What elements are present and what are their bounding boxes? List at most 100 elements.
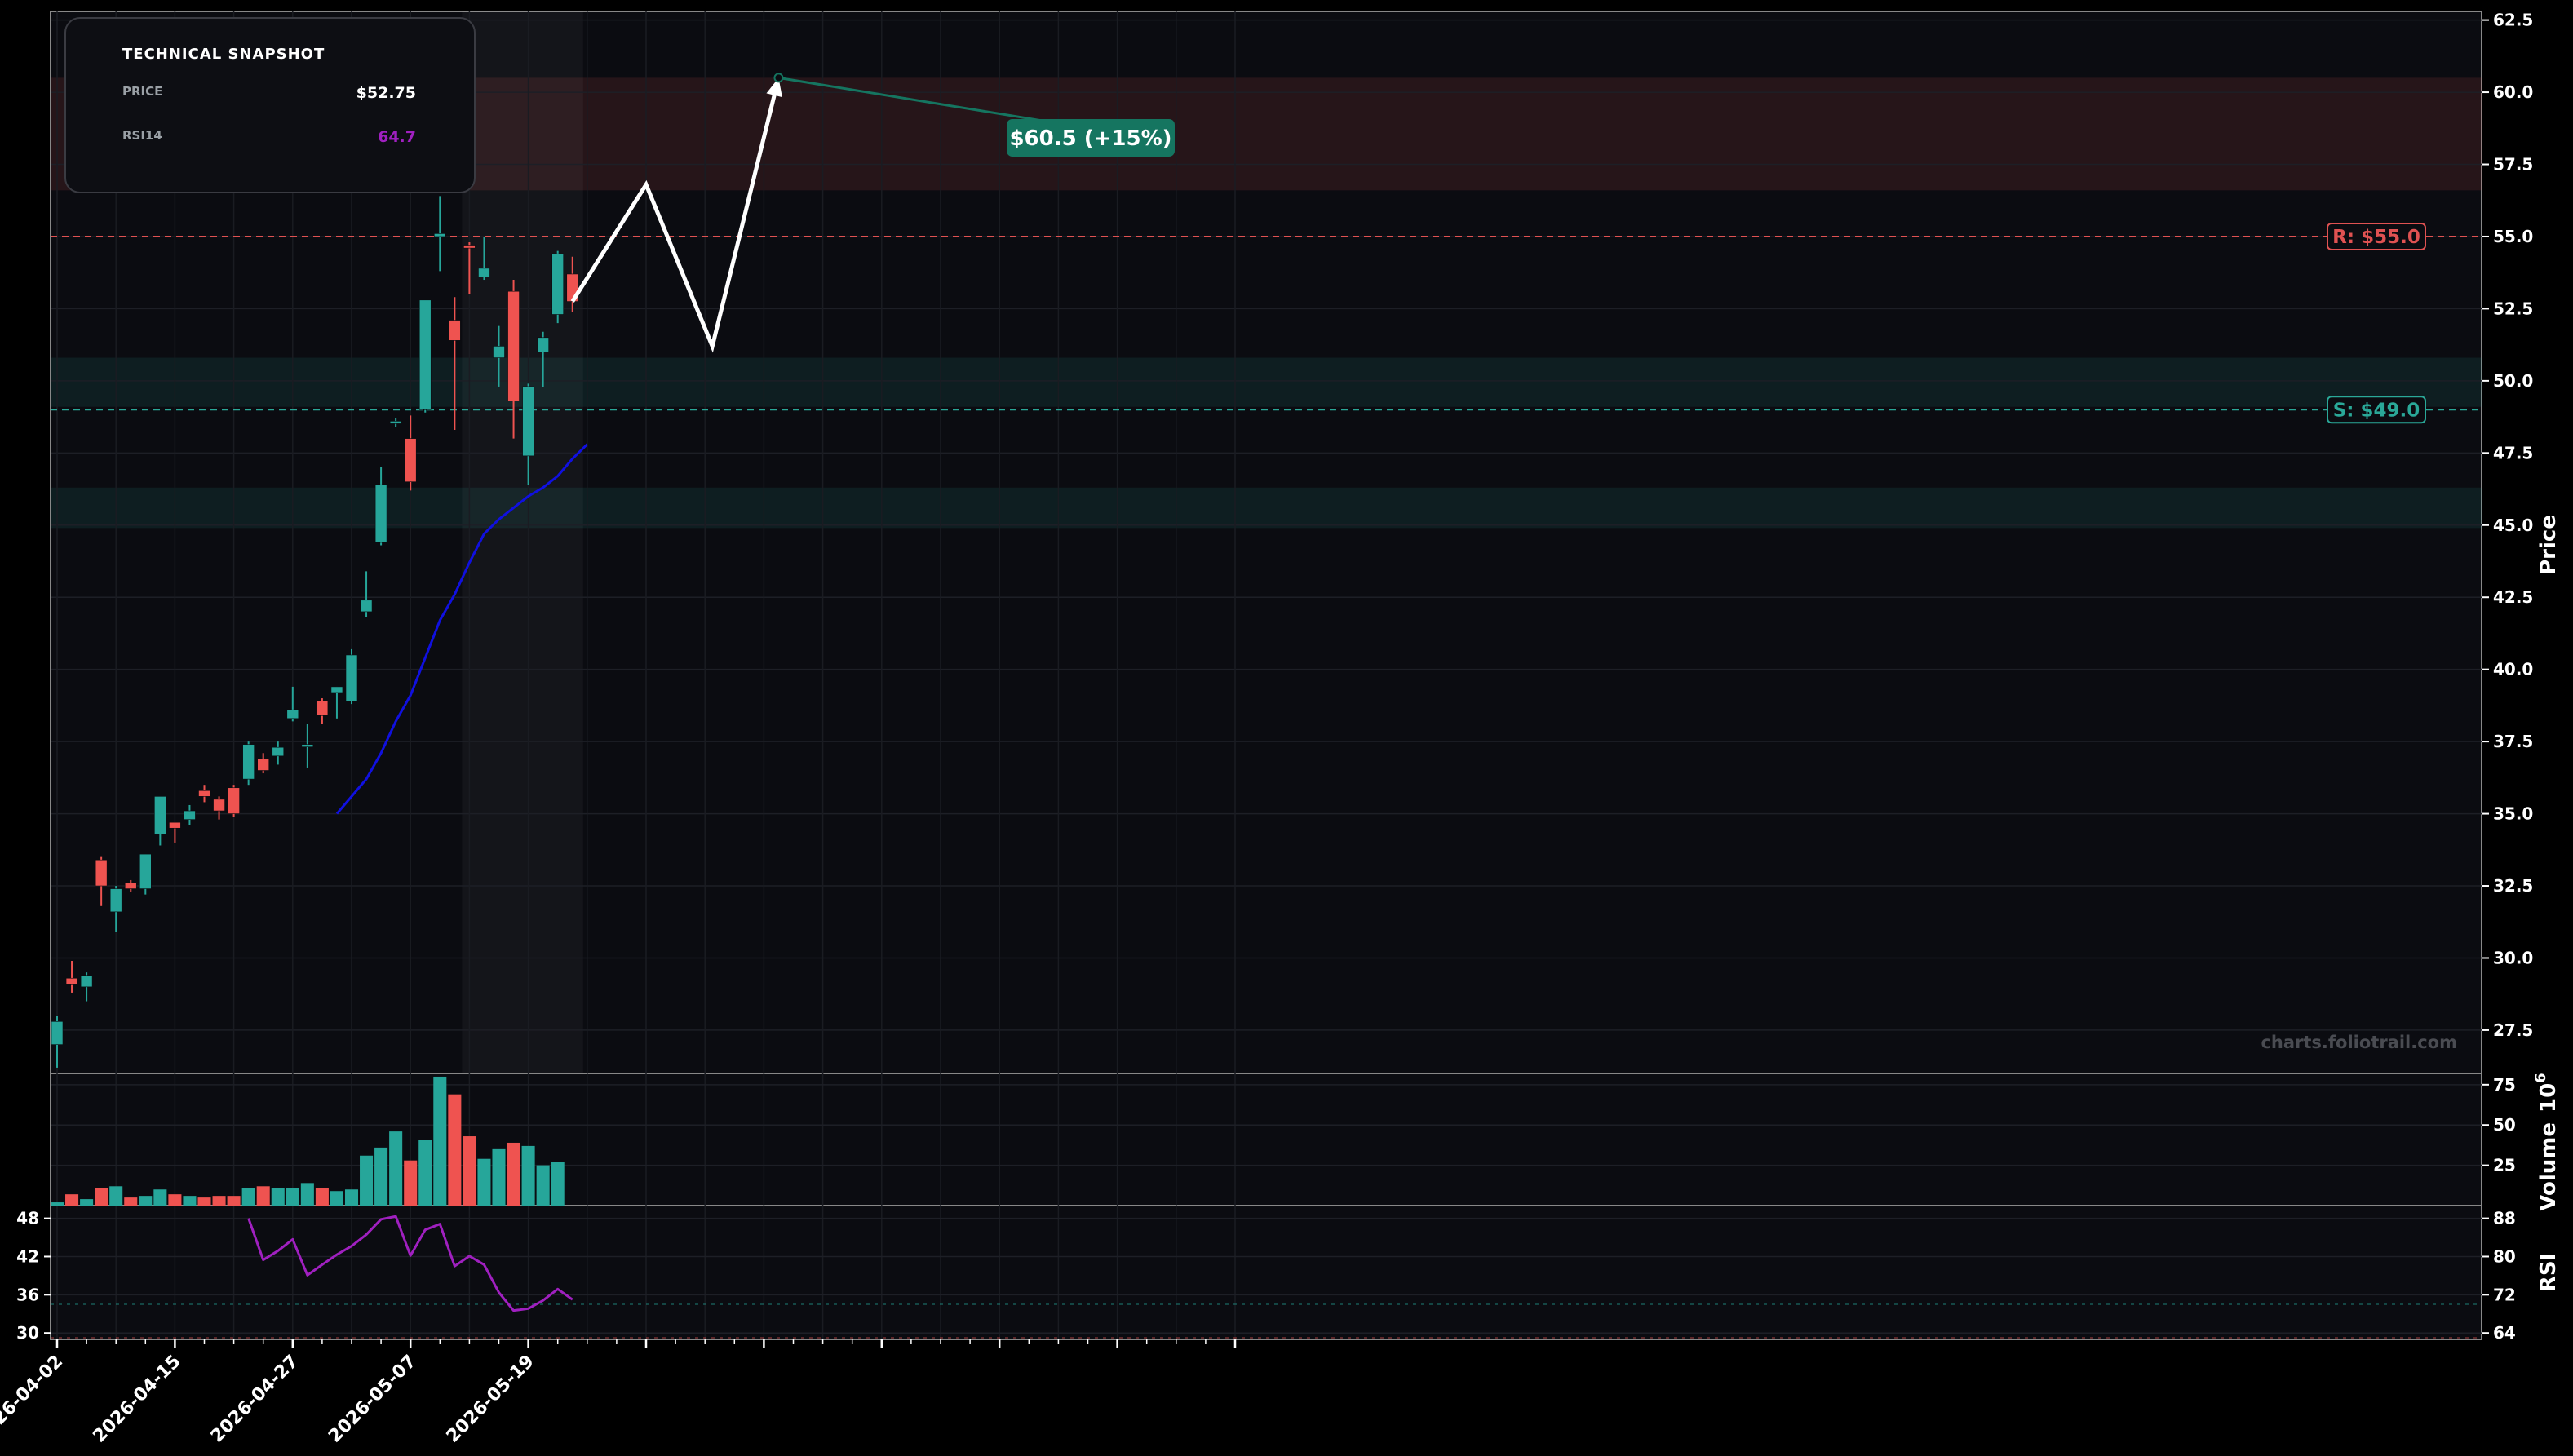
highlight-band: [462, 11, 583, 1073]
volume-exponent: 6: [2532, 1073, 2549, 1083]
volume-bar: [536, 1165, 550, 1206]
candle-up: [389, 421, 402, 424]
target-marker: [773, 73, 784, 83]
volume-bar: [65, 1194, 79, 1206]
volume-bar: [241, 1188, 255, 1206]
volume-bar: [197, 1197, 211, 1206]
support-zone-2: [51, 487, 2482, 529]
candle-down: [404, 438, 417, 483]
candle-up: [140, 853, 152, 889]
candle-up: [478, 268, 490, 277]
volume-bar: [389, 1131, 403, 1206]
candle-up: [537, 337, 549, 352]
target-label: $60.5 (+15%): [1009, 126, 1171, 151]
candle-up: [80, 975, 93, 988]
volume-bar: [330, 1191, 343, 1206]
snapshot-title: TECHNICAL SNAPSHOT: [122, 46, 325, 63]
rsi-left-tick-label: 48: [16, 1209, 39, 1228]
candle-down: [507, 290, 520, 401]
support-level-label: S: $49.0: [2327, 396, 2426, 424]
volume-bar: [300, 1183, 314, 1206]
volume-bar: [521, 1145, 535, 1206]
volume-tick-label: 75: [2493, 1075, 2516, 1095]
volume-bar: [477, 1158, 491, 1206]
rsi-right-tick-label: 80: [2493, 1246, 2516, 1266]
candle-down: [257, 759, 270, 771]
recent-highlight: [462, 11, 583, 1073]
rsi-label: RSI14: [122, 128, 162, 143]
volume-bar: [463, 1136, 476, 1206]
volume-bar: [448, 1094, 462, 1206]
volume-bar: [374, 1147, 388, 1206]
candlesticks: [51, 196, 579, 1068]
volume-multiplier: 10: [2536, 1083, 2561, 1113]
volume-bar: [124, 1197, 138, 1206]
price-tick-label: 52.5: [2493, 299, 2533, 318]
rsi-right-tick-label: 64: [2493, 1323, 2516, 1343]
candle-up: [360, 600, 373, 613]
volume-bar: [168, 1194, 182, 1206]
volume-bar: [492, 1148, 506, 1206]
price-axis-title: Price: [2536, 515, 2561, 575]
candle-down: [213, 799, 225, 812]
volume-bar: [418, 1140, 432, 1206]
price-tick-label: 40.0: [2493, 660, 2533, 679]
candle-down: [463, 245, 476, 249]
volume-bar: [551, 1162, 565, 1206]
price-tick-label: 57.5: [2493, 155, 2533, 175]
volume-bar: [95, 1188, 108, 1206]
volume-bar: [286, 1188, 299, 1206]
moving-average: [335, 443, 588, 815]
candle-down: [65, 977, 78, 985]
rsi-value: 64.7: [378, 128, 416, 146]
technical-snapshot: TECHNICAL SNAPSHOT PRICE $52.75 RSI14 64…: [64, 17, 476, 193]
price-tick-label: 47.5: [2493, 443, 2533, 462]
rsi-left-tick-label: 42: [16, 1246, 39, 1266]
watermark: charts.foliotrail.com: [2261, 1033, 2457, 1052]
candle-down: [228, 787, 240, 814]
rsi-axis-title: RSI: [2536, 1253, 2561, 1292]
resistance-level-label: R: $55.0: [2327, 222, 2426, 250]
price-tick-label: 55.0: [2493, 227, 2533, 246]
price-tick-label: 27.5: [2493, 1020, 2533, 1040]
rsi-line: [247, 1215, 574, 1312]
candle-down: [198, 790, 210, 797]
candle-up: [345, 654, 358, 701]
candle-up: [374, 484, 388, 543]
candle-down: [316, 701, 329, 716]
candle-up: [551, 253, 565, 315]
volume-bar: [256, 1186, 270, 1206]
volume-bar: [344, 1189, 359, 1206]
candle-down: [449, 320, 461, 341]
price-tick-label: 50.0: [2493, 371, 2533, 391]
volume-bar: [109, 1186, 123, 1206]
volume-bar: [271, 1188, 285, 1206]
rsi-right-tick-label: 72: [2493, 1285, 2516, 1304]
volume-tick-label: 50: [2493, 1115, 2516, 1135]
candle-up: [242, 744, 255, 780]
rsi-right-tick-label: 88: [2493, 1209, 2516, 1228]
volume-bar: [80, 1199, 94, 1206]
candle-up: [493, 346, 505, 358]
volume-bar: [183, 1196, 197, 1206]
forecast-path: [570, 73, 1053, 353]
candle-up: [433, 233, 446, 237]
support-label-text: S: $49.0: [2333, 400, 2420, 421]
volume-bar: [227, 1196, 241, 1206]
candle-up: [286, 709, 299, 719]
price-tick-label: 45.0: [2493, 516, 2533, 535]
volume-bar: [212, 1196, 226, 1206]
candle-down: [124, 883, 137, 889]
rsi-left-tick-label: 30: [16, 1323, 39, 1343]
volume-bar: [507, 1142, 520, 1206]
target-connector: [778, 76, 1053, 124]
price-tick-label: 32.5: [2493, 876, 2533, 896]
candle-up: [184, 810, 196, 820]
volume-axis-label: Volume: [2536, 1122, 2561, 1211]
volume-axis-title: Volume 106: [2532, 1073, 2561, 1210]
candle-up: [272, 746, 285, 757]
price-tick-label: 42.5: [2493, 587, 2533, 607]
target-badge: $60.5 (+15%): [1007, 119, 1175, 157]
candle-up: [51, 1021, 64, 1045]
